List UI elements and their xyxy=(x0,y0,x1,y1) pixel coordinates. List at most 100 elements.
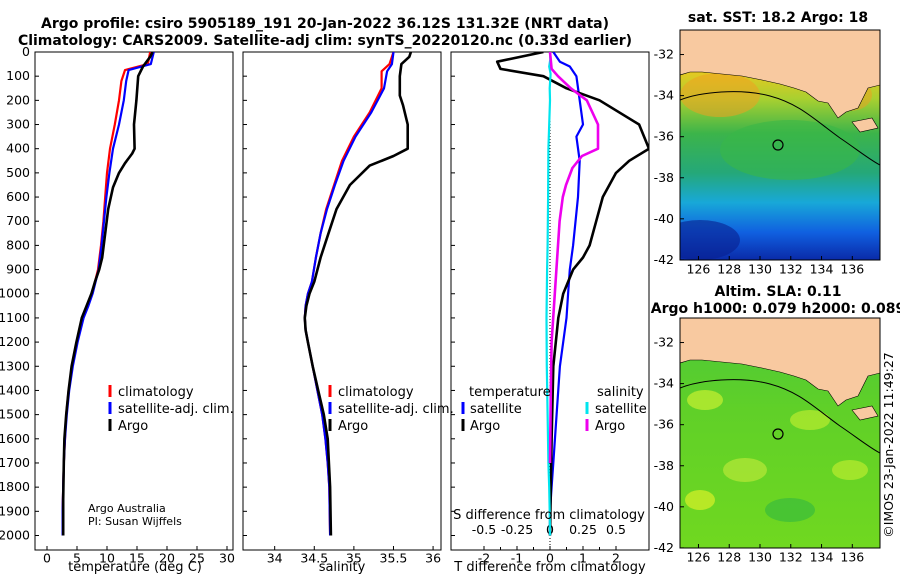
sst-lon-ticks: 126 128 130 132 134 136 xyxy=(687,256,864,277)
temperature-series-argo xyxy=(61,52,154,536)
depth-tick-label: 600 xyxy=(6,189,30,204)
salinity-legend: climatology satellite-adj. clim. Argo xyxy=(328,385,454,434)
sla-map-title-line1: Altim. SLA: 0.11 xyxy=(714,284,841,300)
sst-map xyxy=(680,30,880,260)
sst-map-frame xyxy=(679,29,881,261)
sla-high-patch xyxy=(832,460,868,480)
land-kangaroo-island xyxy=(851,117,879,133)
lat-tick-label: -42 xyxy=(654,252,674,267)
salinity-lines xyxy=(303,52,413,536)
depth-tick-label: 800 xyxy=(6,237,30,252)
depth-tick-label: 1100 xyxy=(0,310,30,325)
salinity-series-satellite-adj--clim- xyxy=(303,52,395,536)
lat-tick-label: -32 xyxy=(654,335,674,350)
s-diff-axis-label: S difference from climatology xyxy=(453,508,645,523)
temperature-axis-label: temperature (deg C) xyxy=(68,560,202,575)
x-tick-label: -2 xyxy=(478,551,490,566)
x-tick-label: 36 xyxy=(425,551,441,566)
t-diff-axis-label: T difference from climatology xyxy=(453,560,646,575)
legend-s-satellite: satellite xyxy=(595,402,647,417)
sla-high-patch xyxy=(723,458,767,482)
legend-t-argo: Argo xyxy=(470,419,500,434)
x-tick-label: 10 xyxy=(99,551,115,566)
sla-map xyxy=(680,318,880,548)
sla-map-title-line2: Argo h1000: 0.079 h2000: 0.089 xyxy=(651,301,900,317)
x-tick-label: 0 xyxy=(546,551,554,566)
land-australia xyxy=(680,318,880,407)
s-diff-tick-label: -0.5 xyxy=(472,522,496,537)
temperature-panel-frame xyxy=(34,51,234,551)
depth-tick-label: 1500 xyxy=(0,407,30,422)
lat-tick-label: -38 xyxy=(654,458,674,473)
temperature-lines xyxy=(61,52,155,536)
s-diff-tick-label: -0.25 xyxy=(501,522,533,537)
legend-title-temperature: temperature xyxy=(469,385,551,400)
legend-satellite-adj: satellite-adj. clim. xyxy=(118,402,234,417)
lon-tick-label: 136 xyxy=(840,550,864,565)
figure-title-line2: Climatology: CARS2009. Satellite-adj cli… xyxy=(18,33,632,49)
salinity-axis-label: salinity xyxy=(319,560,366,575)
x-tick-label: 20 xyxy=(159,551,175,566)
sla-high-patch xyxy=(687,390,723,410)
temperature-tick-labels: 0 5 10 15 20 25 30 xyxy=(43,546,235,566)
difference-legend: temperature salinity satellite Argo sate… xyxy=(461,385,647,434)
x-tick-label: 0 xyxy=(43,551,51,566)
sla-lon-ticks: 126 128 130 132 134 136 xyxy=(687,544,864,565)
depth-tick-label: 200 xyxy=(6,92,30,107)
lat-tick-label: -36 xyxy=(654,417,674,432)
legend-s-argo: Argo xyxy=(595,419,625,434)
lon-tick-label: 130 xyxy=(748,262,772,277)
footer-pi: PI: Susan Wijffels xyxy=(88,515,182,528)
lat-tick-label: -38 xyxy=(654,170,674,185)
depth-tick-label: 900 xyxy=(6,262,30,277)
legend-argo: Argo xyxy=(118,419,148,434)
legend-climatology: climatology xyxy=(118,385,194,400)
land-kangaroo-island xyxy=(851,405,879,421)
bathymetry-contour xyxy=(680,379,880,454)
sst-lat-ticks: -32 -34 -36 -38 -40 -42 xyxy=(654,47,684,267)
lon-tick-label: 126 xyxy=(687,550,711,565)
lon-tick-label: 134 xyxy=(810,262,834,277)
depth-tick-label: 1800 xyxy=(0,479,30,494)
diff-series-salinity-argo xyxy=(548,52,600,464)
depth-tick-label: 400 xyxy=(6,141,30,156)
land-australia xyxy=(680,30,880,119)
legend-title-salinity: salinity xyxy=(597,385,644,400)
depth-tick-label: 500 xyxy=(6,165,30,180)
lon-tick-label: 132 xyxy=(779,262,803,277)
temperature-legend: climatology satellite-adj. clim. Argo xyxy=(108,385,234,434)
depth-tick-label: 1000 xyxy=(0,286,30,301)
legend-argo: Argo xyxy=(338,419,368,434)
s-diff-tick-label: 0.5 xyxy=(606,522,626,537)
salinity-tick-labels: 34 34.5 35 35.5 36 xyxy=(267,546,441,566)
lat-tick-label: -42 xyxy=(654,540,674,555)
depth-tick-label: 100 xyxy=(6,68,30,83)
depth-tick-label: 1400 xyxy=(0,382,30,397)
lat-tick-label: -32 xyxy=(654,47,674,62)
sst-mid-patch xyxy=(720,120,860,180)
depth-tick-label: 0 xyxy=(22,44,30,59)
imos-credit: ©IMOS 23-Jan-2022 11:49:27 xyxy=(881,352,896,538)
lon-tick-label: 136 xyxy=(840,262,864,277)
legend-climatology: climatology xyxy=(338,385,414,400)
x-tick-label: 25 xyxy=(189,551,205,566)
depth-tick-label: 300 xyxy=(6,117,30,132)
lon-tick-label: 130 xyxy=(748,550,772,565)
lat-tick-label: -34 xyxy=(654,88,674,103)
depth-tick-labels: 0 100 200 300 400 500 600 700 800 900 1000 1100 1200… xyxy=(0,44,455,542)
lon-tick-label: 132 xyxy=(779,550,803,565)
depth-tick-label: 2000 xyxy=(0,527,30,542)
difference-lines xyxy=(495,52,649,536)
x-tick-label: 5 xyxy=(73,551,81,566)
diff-series-salinity-satellite xyxy=(545,52,552,536)
x-tick-label: -1 xyxy=(511,551,523,566)
lon-tick-label: 128 xyxy=(717,262,741,277)
t-diff-tick-labels: -2 -1 0 1 2 xyxy=(478,546,620,566)
lat-tick-label: -40 xyxy=(654,211,674,226)
lat-tick-label: -34 xyxy=(654,376,674,391)
temperature-series-satellite-adj--clim- xyxy=(61,52,155,536)
sla-high-patch xyxy=(685,490,715,510)
sst-cold-patch xyxy=(680,220,740,260)
lon-tick-label: 128 xyxy=(717,550,741,565)
x-tick-label: 2 xyxy=(612,551,620,566)
